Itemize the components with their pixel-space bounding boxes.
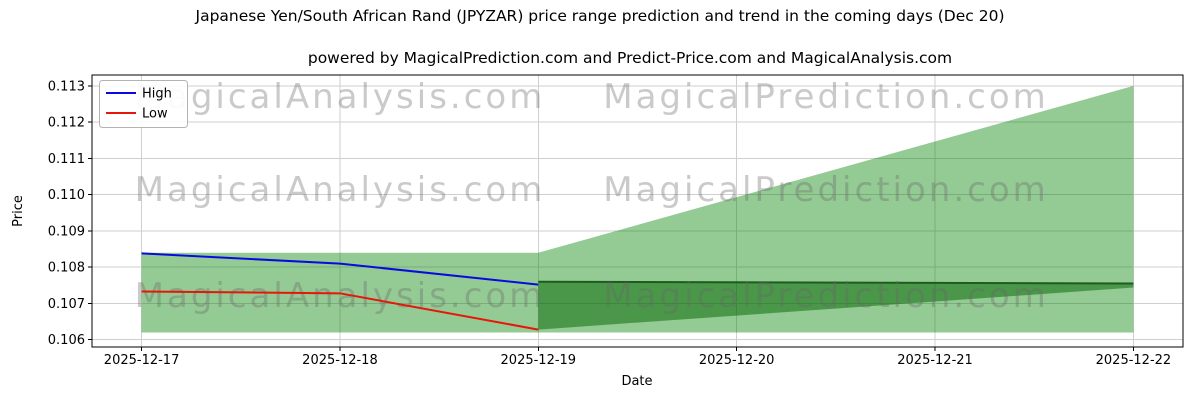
y-tick-label: 0.107 — [48, 297, 85, 312]
legend-label-high: High — [142, 87, 172, 102]
x-tick-label: 2025-12-20 — [699, 353, 775, 368]
y-tick-label: 0.111 — [48, 152, 85, 167]
prediction-bands-layer — [141, 85, 1134, 333]
x-tick-label: 2025-12-18 — [302, 353, 378, 368]
series-layer — [141, 252, 539, 331]
y-axis-label: Price — [11, 195, 26, 227]
watermark-text: MagicalAnalysis.com — [135, 276, 546, 316]
y-tick-label: 0.108 — [48, 261, 85, 276]
watermark-text: MagicalPrediction.com — [603, 77, 1049, 117]
chart-title: Japanese Yen/South African Rand (JPYZAR)… — [195, 7, 1005, 25]
chart-subtitle: powered by MagicalPrediction.com and Pre… — [308, 49, 952, 67]
y-tick-label: 0.110 — [48, 188, 85, 203]
x-tick-label: 2025-12-17 — [104, 353, 180, 368]
watermark-text: MagicalAnalysis.com — [135, 77, 546, 117]
y-tick-label: 0.112 — [48, 116, 85, 131]
low-line — [141, 290, 539, 331]
axes-layer: 0.106 0.107 0.108 0.109 0.110 0.111 0.112 0.113… — [48, 74, 1184, 368]
watermark-text: MagicalPrediction.com — [603, 276, 1049, 316]
legend: High Low — [99, 80, 188, 128]
watermarks-layer: MagicalAnalysis.com MagicalPrediction.com… — [135, 77, 1049, 316]
x-tick-label: 2025-12-19 — [501, 353, 577, 368]
range-band — [141, 85, 1134, 333]
trend-line — [538, 280, 1134, 285]
x-tick-label: 2025-12-21 — [897, 353, 973, 368]
grid-layer — [92, 75, 1183, 347]
x-axis-label: Date — [621, 374, 652, 389]
watermark-text: MagicalPrediction.com — [603, 170, 1049, 210]
high-line — [141, 252, 539, 286]
watermark-text: MagicalAnalysis.com — [135, 170, 546, 210]
y-tick-label: 0.109 — [48, 224, 85, 239]
trend-band — [538, 281, 1134, 330]
y-tick-label: 0.106 — [48, 333, 85, 348]
y-tick-label: 0.113 — [48, 79, 85, 94]
plot-border — [91, 74, 1184, 348]
legend-label-low: Low — [142, 107, 168, 122]
x-tick-label: 2025-12-22 — [1096, 353, 1172, 368]
